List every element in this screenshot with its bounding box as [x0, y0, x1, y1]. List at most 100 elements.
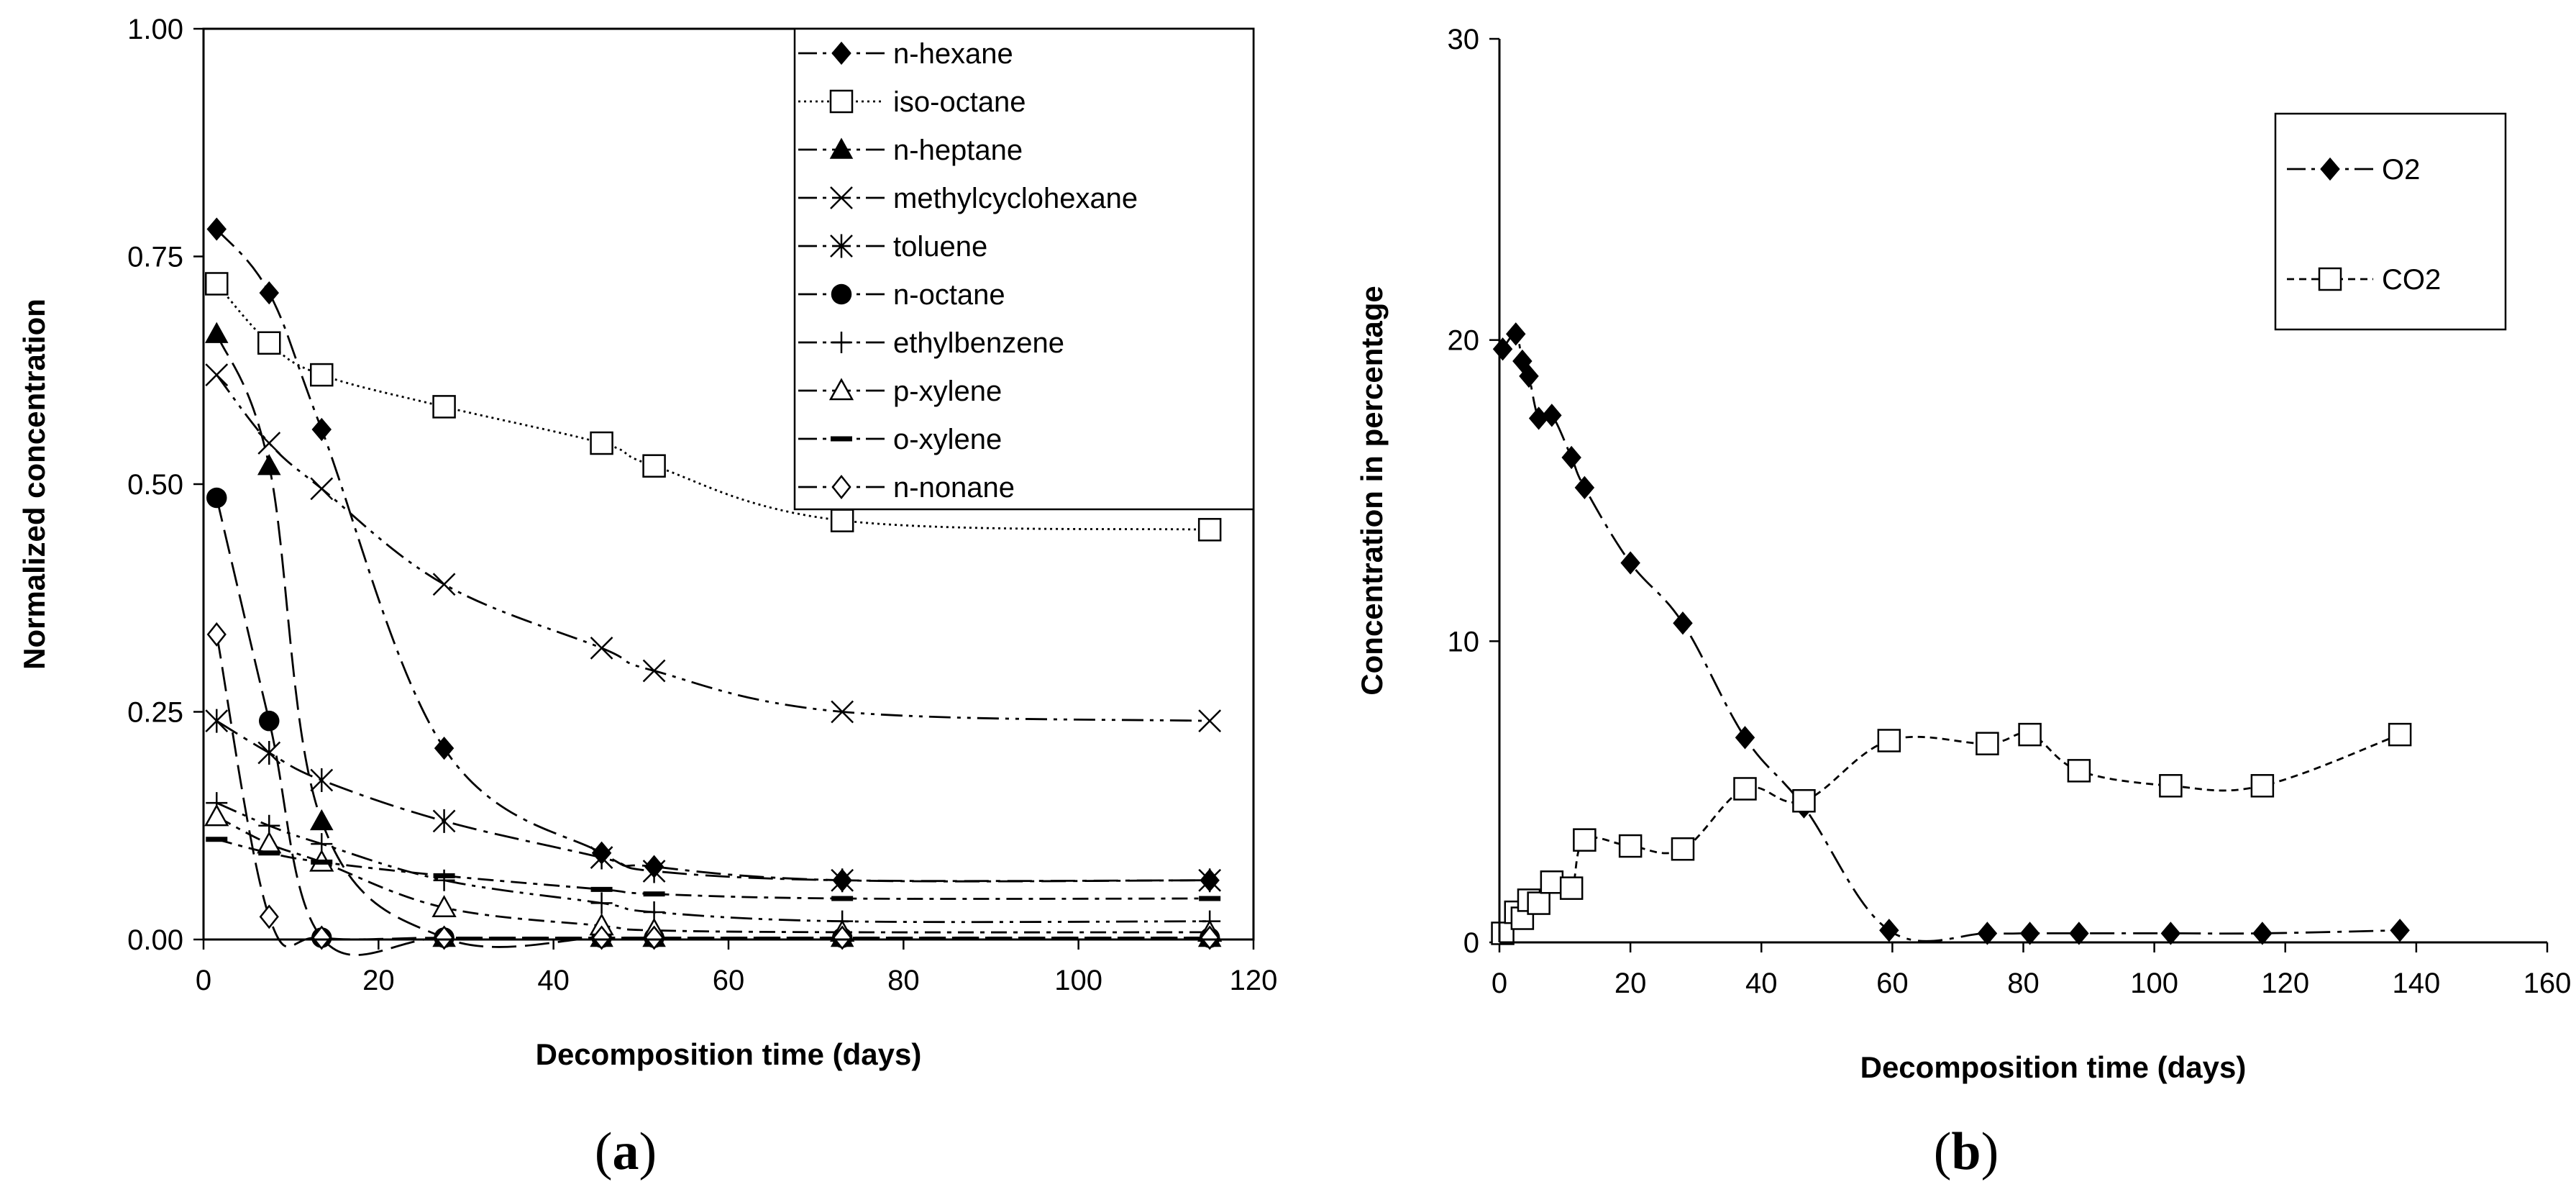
chart-a-line-n-nonane [215, 634, 1210, 948]
chart-b-x-tick-label-7: 140 [2393, 968, 2441, 999]
chart-a-point-o-xylene-3 [433, 873, 455, 878]
chart-b-point-O2-3 [1519, 364, 1539, 388]
chart-b: 0 20 40 60 80 100 120 140 160 0 10 20 30 Decomposit… [1355, 24, 2571, 1181]
chart-a: 0 20 40 60 80 100 120 0.00 0.25 0.50 0.75 1.00 Dec… [17, 14, 1277, 1181]
chart-b-y-tick-label-2: 20 [1448, 325, 1480, 357]
chart-a-point-methylcyclohexane-4 [590, 636, 613, 660]
chart-a-point-iso-octane-5 [642, 454, 666, 478]
chart-b-point-O2-1 [1506, 322, 1526, 346]
chart-b-point-O2-6 [1561, 445, 1581, 470]
chart-a-point-iso-octane-1 [257, 331, 281, 355]
chart-b-x-tick-label-1: 20 [1614, 968, 1647, 999]
chart-a-point-methylcyclohexane-1 [257, 432, 281, 455]
chart-a-point-n-nonane-3 [434, 925, 455, 950]
chart-b-line-CO2 [1502, 732, 2401, 934]
chart-a-point-iso-octane-0 [205, 272, 229, 296]
chart-b-y-tick-label-0: 0 [1463, 927, 1479, 959]
chart-a-x-tick-label-2: 40 [537, 965, 570, 996]
chart-a-point-methylcyclohexane-6 [831, 700, 854, 724]
chart-b-point-CO2-9 [1671, 837, 1695, 861]
chart-a-x-tick-labels: 0 20 40 60 80 100 120 [196, 965, 1278, 996]
chart-b-point-CO2-13 [1976, 732, 1999, 755]
chart-b-y-tick-label-1: 10 [1448, 626, 1480, 658]
chart-a-point-iso-octane-2 [310, 363, 334, 387]
chart-a-point-toluene-2 [310, 768, 334, 792]
chart-a-legend-box [793, 27, 1255, 511]
chart-a-series-methylcyclohexane [205, 363, 1222, 733]
chart-a-legend-label-n-hexane: n-hexane [893, 38, 1013, 70]
chart-a-line-iso-octane [216, 283, 1210, 531]
chart-a-point-iso-octane-6 [830, 509, 854, 532]
chart-b-legend-marker-O2 [2320, 157, 2340, 181]
panel-label-a: (a) [595, 1122, 657, 1181]
chart-b-point-CO2-15 [2067, 759, 2091, 783]
chart-a-y-tick-label-4: 1.00 [127, 14, 183, 45]
chart-a-legend-marker-ethylbenzene [831, 332, 852, 353]
chart-b-legend-item-CO2: CO2 [2287, 264, 2441, 296]
chart-b-point-O2-13 [1977, 922, 1998, 945]
chart-a-point-n-hexane-3 [434, 736, 455, 760]
chart-a-legend-item-n-heptane: n-heptane [798, 135, 1023, 166]
chart-a-line-o-xylene [216, 838, 1210, 900]
chart-b-y-tick-labels: 0 10 20 30 [1448, 24, 1480, 959]
chart-b-point-CO2-4 [1527, 891, 1550, 915]
chart-b-x-tick-labels: 0 20 40 60 80 100 120 140 160 [1492, 968, 2572, 999]
panel-label-b: (b) [1934, 1122, 1999, 1181]
chart-b-point-CO2-7 [1573, 828, 1597, 852]
chart-a-ticks [193, 27, 1255, 950]
chart-a-point-p-xylene-3 [431, 895, 457, 917]
chart-a-legend-item-n-octane: n-octane [798, 279, 1005, 311]
chart-a-series [204, 217, 1223, 956]
chart-a-legend-item-n-nonane: n-nonane [798, 472, 1015, 504]
chart-a-legend-label-p-xylene: p-xylene [893, 376, 1002, 407]
chart-b-point-CO2-0 [1491, 922, 1515, 945]
chart-b-point-CO2-8 [1618, 834, 1643, 858]
chart-a-point-n-hexane-2 [311, 417, 332, 442]
chart-a-point-p-xylene-0 [204, 804, 229, 827]
chart-b-point-O2-15 [2069, 922, 2089, 945]
chart-a-point-toluene-5 [642, 859, 666, 883]
chart-a-line-p-xylene [216, 815, 1210, 934]
chart-a-point-n-nonane-1 [259, 904, 279, 929]
chart-b-point-O2-14 [2019, 922, 2040, 945]
chart-a-legend-label-methylcyclohexane: methylcyclohexane [893, 183, 1138, 214]
chart-b-point-O2-7 [1574, 476, 1595, 499]
chart-a-point-n-nonane-2 [311, 925, 332, 950]
chart-a-point-n-hexane-0 [206, 217, 227, 241]
chart-b-point-O2-12 [1879, 919, 1899, 942]
chart-a-point-n-heptane-0 [204, 322, 229, 343]
chart-a-point-toluene-4 [590, 845, 613, 870]
chart-a-legend: n-hexane iso-octane n-heptane methylcyclohe… [793, 27, 1255, 511]
chart-a-legend-marker-n-hexane [831, 41, 851, 65]
chart-a-point-n-nonane-7 [1200, 925, 1220, 950]
chart-a-series-iso-octane [205, 272, 1222, 542]
chart-a-point-ethylbenzene-4 [590, 892, 613, 914]
chart-b-legend-marker-CO2 [2318, 267, 2342, 291]
chart-a-point-n-hexane-1 [259, 281, 279, 305]
chart-a-series-ethylbenzene [206, 792, 1221, 932]
chart-b-legend-label-CO2: CO2 [2382, 264, 2441, 296]
chart-a-point-methylcyclohexane-0 [205, 363, 229, 386]
chart-a-legend-item-n-hexane: n-hexane [798, 38, 1013, 70]
chart-a-point-methylcyclohexane-3 [432, 573, 456, 596]
chart-a-legend-marker-toluene [830, 234, 853, 258]
chart-a-x-axis-label: Decomposition time (days) [536, 1037, 922, 1071]
chart-a-point-o-xylene-6 [831, 896, 854, 901]
chart-a-legend-label-n-octane: n-octane [893, 279, 1005, 311]
chart-a-y-axis-label: Normalized concentration [17, 299, 51, 670]
chart-a-legend-marker-p-xylene [828, 378, 854, 401]
chart-a-point-n-nonane-0 [206, 622, 227, 647]
chart-a-point-o-xylene-0 [206, 837, 228, 842]
chart-a-point-methylcyclohexane-2 [310, 477, 334, 501]
chart-a-legend-label-toluene: toluene [893, 231, 987, 263]
chart-a-point-n-heptane-2 [309, 809, 334, 831]
chart-a-y-tick-label-3: 0.75 [127, 242, 183, 273]
chart-a-point-n-octane-1 [259, 710, 280, 732]
chart-b-point-O2-5 [1542, 404, 1562, 427]
chart-b-legend-box [2274, 112, 2507, 331]
chart-a-point-iso-octane-4 [590, 431, 613, 455]
chart-a-point-iso-octane-7 [1197, 518, 1222, 542]
chart-b-legend-item-O2: O2 [2287, 154, 2420, 186]
chart-a-point-toluene-7 [1198, 868, 1222, 893]
chart-a-legend-item-methylcyclohexane: methylcyclohexane [798, 183, 1138, 214]
